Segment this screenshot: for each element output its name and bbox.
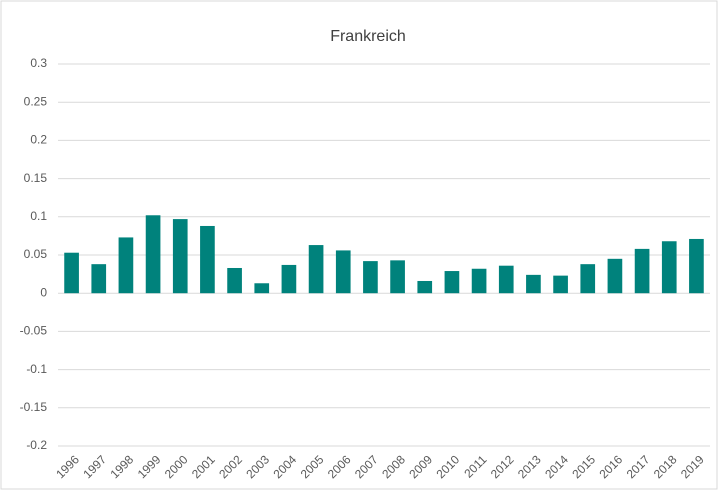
- bar: [363, 261, 378, 294]
- bar: [417, 280, 433, 294]
- y-tick-label: -0.2: [26, 438, 47, 452]
- bar: [471, 268, 487, 294]
- bar: [498, 265, 514, 294]
- bar: [145, 215, 161, 294]
- bar: [607, 258, 623, 294]
- bar: [91, 264, 107, 294]
- y-tick-label: 0.1: [30, 209, 47, 223]
- bar: [227, 267, 242, 294]
- bar: [526, 274, 541, 294]
- bar: [281, 264, 297, 294]
- bar: [661, 241, 677, 294]
- y-tick-label: 0.2: [30, 133, 47, 147]
- bar: [308, 245, 324, 294]
- bar: [335, 250, 351, 294]
- y-tick-label: -0.1: [26, 362, 47, 376]
- bar: [64, 252, 79, 294]
- bar: [553, 275, 568, 294]
- bar: [200, 225, 215, 294]
- y-tick-label: -0.05: [20, 324, 48, 338]
- bar: [172, 219, 188, 294]
- y-tick-label: 0.05: [24, 247, 48, 261]
- y-tick-label: 0: [40, 285, 47, 299]
- bar: [689, 238, 704, 294]
- bar: [634, 248, 650, 294]
- bar: [580, 264, 596, 294]
- y-tick-label: 0.15: [24, 171, 48, 185]
- y-tick-label: -0.15: [20, 400, 48, 414]
- chart-title: Frankreich: [330, 28, 406, 45]
- y-tick-label: 0.25: [24, 94, 48, 108]
- bar: [118, 237, 134, 294]
- bar: [254, 283, 270, 294]
- bar: [390, 260, 405, 294]
- bar: [444, 271, 460, 294]
- y-tick-label: 0.3: [30, 56, 47, 70]
